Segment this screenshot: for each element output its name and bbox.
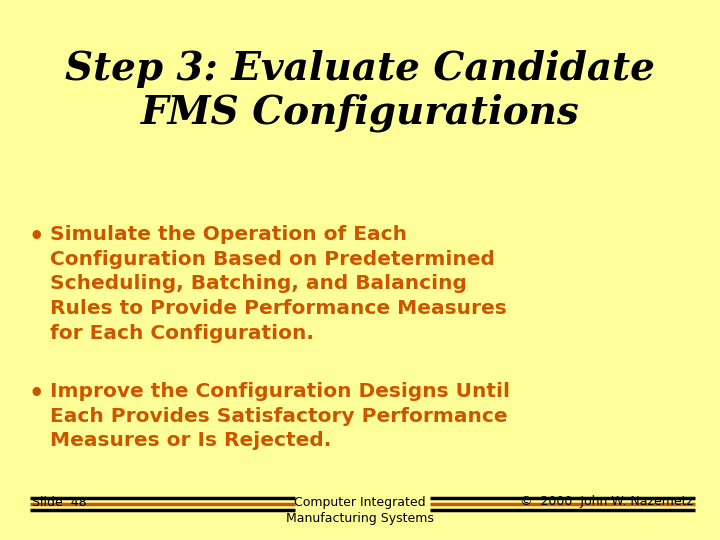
Text: Step 3: Evaluate Candidate
FMS Configurations: Step 3: Evaluate Candidate FMS Configura…	[65, 50, 655, 132]
Text: Improve the Configuration Designs Until
Each Provides Satisfactory Performance
M: Improve the Configuration Designs Until …	[50, 382, 510, 450]
Text: ©  2000  John W. Nazemetz: © 2000 John W. Nazemetz	[520, 496, 693, 509]
Text: •: •	[28, 382, 43, 406]
Text: Simulate the Operation of Each
Configuration Based on Predetermined
Scheduling, : Simulate the Operation of Each Configura…	[50, 225, 507, 343]
Text: •: •	[28, 225, 43, 249]
Text: Slide  48: Slide 48	[32, 496, 86, 509]
Text: Computer Integrated
Manufacturing Systems: Computer Integrated Manufacturing System…	[286, 496, 434, 525]
